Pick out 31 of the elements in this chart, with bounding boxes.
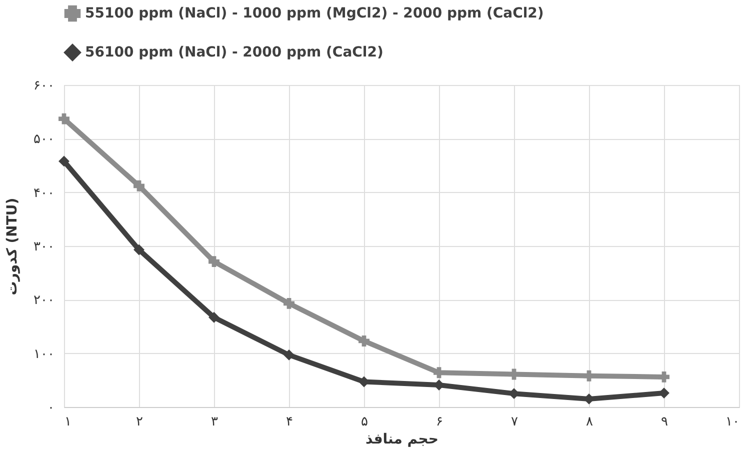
y-tick-label: ۰ bbox=[48, 400, 54, 416]
x-tick-label: ۴ bbox=[286, 414, 294, 430]
x-tick-label: ۵ bbox=[361, 414, 368, 430]
point bbox=[658, 371, 670, 382]
legend-label: 55100 ppm (NaCl) - 1000 ppm (MgCl2) - 2000 ppm (CaCl2) bbox=[85, 6, 544, 22]
y-tick-label: ۴۰۰ bbox=[34, 186, 54, 201]
point bbox=[58, 113, 70, 124]
point bbox=[134, 180, 144, 192]
y-tick-label: ۲۰۰ bbox=[34, 293, 54, 308]
legend-label: 56100 ppm (NaCl) - 2000 ppm (CaCl2) bbox=[85, 44, 384, 60]
y-tick-label: ۱۰۰ bbox=[34, 346, 54, 362]
point bbox=[58, 156, 70, 167]
x-tick-label: ۶ bbox=[436, 414, 443, 430]
point bbox=[358, 336, 370, 346]
x-tick-label: ۸ bbox=[586, 414, 594, 430]
x-tick-label: ۹ bbox=[661, 414, 668, 430]
y-axis-title: کدورت (NTU) bbox=[4, 198, 21, 296]
point bbox=[284, 349, 294, 360]
x-tick-label: ۲ bbox=[136, 414, 144, 430]
x-axis-title: حجم منافذ bbox=[366, 432, 438, 448]
point bbox=[208, 312, 220, 323]
x-tick-label: ۱۰ bbox=[726, 414, 740, 430]
point bbox=[208, 256, 220, 268]
y-tick-label: ۳۰۰ bbox=[34, 240, 54, 254]
x-tick-label: ۱ bbox=[64, 414, 72, 430]
y-tick-label: ۶۰۰ bbox=[34, 78, 54, 94]
x-tick-label: ۷ bbox=[511, 414, 518, 430]
point bbox=[134, 244, 144, 256]
y-tick-label: ۵۰۰ bbox=[34, 132, 54, 148]
point bbox=[284, 298, 294, 309]
x-tick-label: ۳ bbox=[211, 414, 218, 430]
